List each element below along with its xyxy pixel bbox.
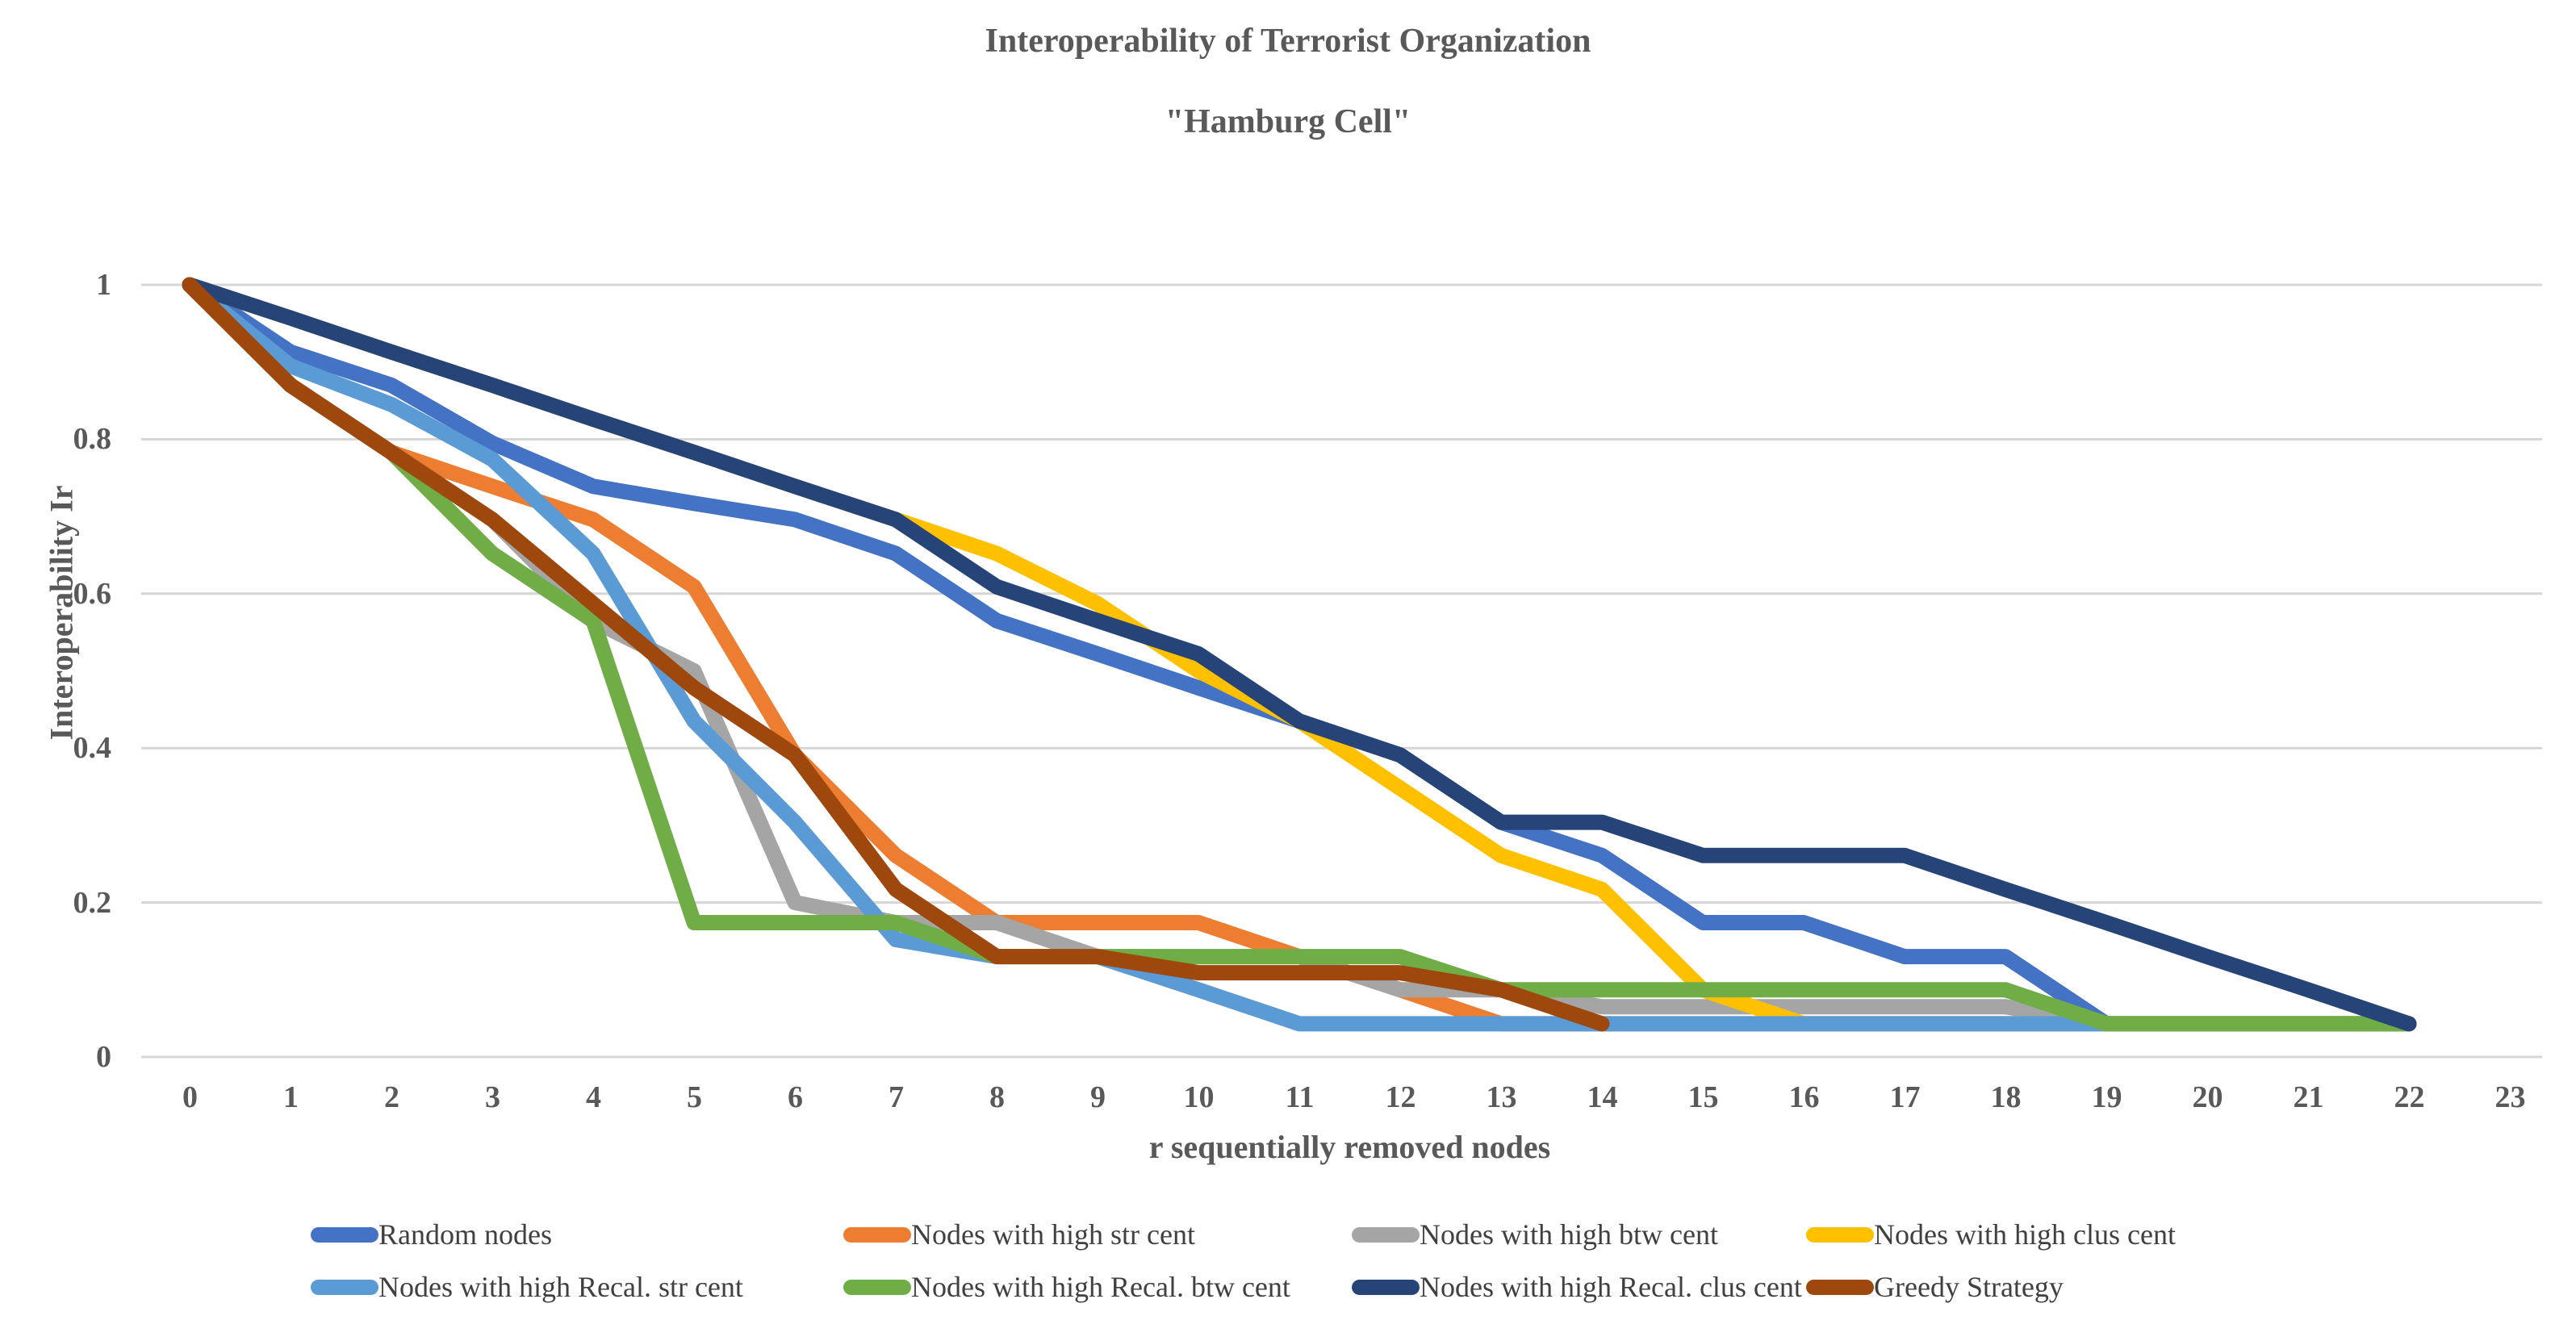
legend-item-random-nodes: Random nodes — [311, 1219, 552, 1250]
series-line-greedy-strategy — [182, 277, 1610, 1032]
x-tick-label: 21 — [2293, 1080, 2324, 1114]
x-tick-label: 1 — [283, 1080, 299, 1114]
x-tick-label: 4 — [586, 1080, 601, 1114]
x-tick-label: 20 — [2192, 1080, 2223, 1114]
legend-swatch-high-clus-cent — [1806, 1226, 1874, 1243]
x-tick-label: 17 — [1889, 1080, 1921, 1114]
y-tick-label: 1 — [96, 268, 111, 302]
x-axis-title: r sequentially removed nodes — [1148, 1129, 1551, 1165]
y-tick-label: 0 — [96, 1040, 111, 1074]
x-tick-label: 2 — [384, 1080, 399, 1114]
legend-swatch-greedy-strategy — [1806, 1279, 1874, 1295]
x-tick-label: 23 — [2494, 1080, 2526, 1114]
legend-label: Nodes with high Recal. btw cent — [911, 1271, 1290, 1303]
x-tick-label: 9 — [1090, 1080, 1106, 1114]
legend-swatch-high-recal-clus-cent — [1352, 1279, 1420, 1295]
x-tick-label: 22 — [2394, 1080, 2425, 1114]
legend-swatch-high-recal-str-cent — [311, 1279, 378, 1295]
x-tick-label: 5 — [687, 1080, 702, 1114]
legend-label: Nodes with high Recal. clus cent — [1420, 1271, 1802, 1303]
y-tick-label: 0.6 — [73, 576, 112, 611]
legend-label: Random nodes — [378, 1218, 552, 1251]
legend-item-high-btw-cent: Nodes with high btw cent — [1352, 1219, 1718, 1250]
legend-item-high-recal-clus-cent: Nodes with high Recal. clus cent — [1352, 1272, 1802, 1302]
x-tick-label: 14 — [1587, 1080, 1618, 1114]
x-tick-label: 0 — [182, 1080, 198, 1114]
y-tick-label: 0.2 — [73, 885, 112, 920]
legend-item-high-recal-str-cent: Nodes with high Recal. str cent — [311, 1272, 743, 1302]
legend-item-high-clus-cent: Nodes with high clus cent — [1806, 1219, 2176, 1250]
x-tick-label: 11 — [1285, 1080, 1315, 1114]
chart-title-line2: "Hamburg Cell" — [1165, 103, 1411, 140]
legend-label: Nodes with high Recal. str cent — [378, 1271, 743, 1303]
legend-swatch-high-str-cent — [843, 1226, 911, 1243]
x-tick-label: 3 — [485, 1080, 500, 1114]
legend-label: Nodes with high str cent — [911, 1218, 1195, 1251]
x-tick-label: 18 — [1990, 1080, 2022, 1114]
legend-label: Nodes with high clus cent — [1874, 1218, 2176, 1251]
chart-title: Interoperability of Terrorist Organizati… — [0, 21, 2576, 142]
y-tick-label: 0.8 — [73, 422, 112, 457]
legend-swatch-random-nodes — [311, 1226, 378, 1243]
x-tick-label: 13 — [1486, 1080, 1517, 1114]
legend-label: Nodes with high btw cent — [1420, 1218, 1718, 1251]
x-tick-label: 8 — [989, 1080, 1005, 1114]
legend-item-greedy-strategy: Greedy Strategy — [1806, 1272, 2064, 1302]
legend-item-high-str-cent: Nodes with high str cent — [843, 1219, 1195, 1250]
x-tick-label: 16 — [1788, 1080, 1820, 1114]
legend-label: Greedy Strategy — [1874, 1271, 2064, 1303]
legend-swatch-high-btw-cent — [1352, 1226, 1420, 1243]
x-tick-label: 7 — [889, 1080, 904, 1114]
series-line-high-recal-clus-cent — [182, 277, 2417, 1032]
legend-swatch-high-recal-btw-cent — [843, 1279, 911, 1295]
x-tick-label: 10 — [1183, 1080, 1215, 1114]
y-tick-label: 0.4 — [73, 731, 112, 766]
x-tick-label: 19 — [2091, 1080, 2122, 1114]
x-tick-label: 12 — [1385, 1080, 1416, 1114]
chart-title-line1: Interoperability of Terrorist Organizati… — [985, 23, 1591, 60]
legend-item-high-recal-btw-cent: Nodes with high Recal. btw cent — [843, 1272, 1290, 1302]
x-tick-label: 6 — [788, 1080, 803, 1114]
series-line-high-recal-btw-cent — [182, 277, 2417, 1032]
series-line-high-recal-str-cent — [182, 277, 2417, 1032]
x-tick-label: 15 — [1687, 1080, 1719, 1114]
